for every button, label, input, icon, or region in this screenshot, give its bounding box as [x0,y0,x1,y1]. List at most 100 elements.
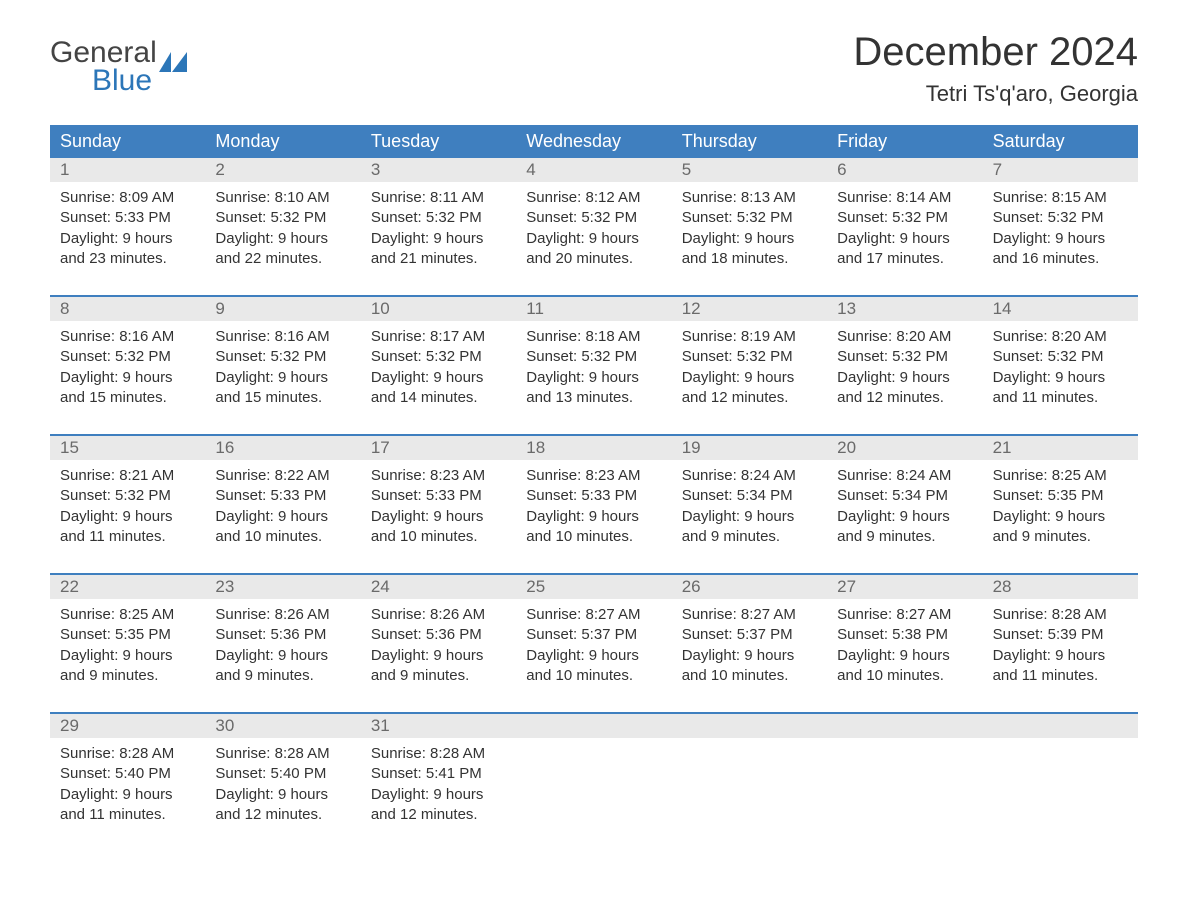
daylight-line-1: Daylight: 9 hours [993,646,1128,666]
daylight-line-2: and 9 minutes. [60,666,195,686]
sunset-text: Sunset: 5:32 PM [60,347,195,367]
day-number: 7 [983,158,1138,182]
sunset-text: Sunset: 5:40 PM [60,764,195,784]
sunset-text: Sunset: 5:32 PM [526,208,661,228]
daylight-line-2: and 9 minutes. [837,527,972,547]
day-details: Sunrise: 8:18 AMSunset: 5:32 PMDaylight:… [516,321,671,416]
sunset-text: Sunset: 5:32 PM [837,347,972,367]
daylight-line-1: Daylight: 9 hours [526,229,661,249]
weekday-header: Friday [827,125,982,158]
day-number: 9 [205,297,360,321]
sunset-text: Sunset: 5:32 PM [371,208,506,228]
sunrise-text: Sunrise: 8:27 AM [682,605,817,625]
sunrise-text: Sunrise: 8:27 AM [526,605,661,625]
day-number: 21 [983,436,1138,460]
sunset-text: Sunset: 5:36 PM [371,625,506,645]
sunrise-text: Sunrise: 8:18 AM [526,327,661,347]
daylight-line-2: and 12 minutes. [371,805,506,825]
daylight-line-1: Daylight: 9 hours [371,507,506,527]
sunrise-text: Sunrise: 8:28 AM [60,744,195,764]
day-details: Sunrise: 8:27 AMSunset: 5:37 PMDaylight:… [672,599,827,694]
sunrise-text: Sunrise: 8:28 AM [993,605,1128,625]
daylight-line-2: and 15 minutes. [60,388,195,408]
daylight-line-1: Daylight: 9 hours [371,646,506,666]
calendar-cell: 21Sunrise: 8:25 AMSunset: 5:35 PMDayligh… [983,436,1138,555]
sunrise-text: Sunrise: 8:20 AM [837,327,972,347]
daylight-line-2: and 9 minutes. [682,527,817,547]
calendar-cell: 10Sunrise: 8:17 AMSunset: 5:32 PMDayligh… [361,297,516,416]
daylight-line-1: Daylight: 9 hours [215,229,350,249]
calendar-cell: . [827,714,982,833]
daylight-line-2: and 12 minutes. [215,805,350,825]
calendar-cell: 22Sunrise: 8:25 AMSunset: 5:35 PMDayligh… [50,575,205,694]
sunset-text: Sunset: 5:33 PM [526,486,661,506]
day-details: Sunrise: 8:23 AMSunset: 5:33 PMDaylight:… [361,460,516,555]
day-details: Sunrise: 8:21 AMSunset: 5:32 PMDaylight:… [50,460,205,555]
daylight-line-1: Daylight: 9 hours [837,368,972,388]
daylight-line-2: and 11 minutes. [60,805,195,825]
calendar-cell: 29Sunrise: 8:28 AMSunset: 5:40 PMDayligh… [50,714,205,833]
calendar-cell: 25Sunrise: 8:27 AMSunset: 5:37 PMDayligh… [516,575,671,694]
sunrise-text: Sunrise: 8:12 AM [526,188,661,208]
weekday-header: Monday [205,125,360,158]
brand-word-2: Blue [50,66,187,96]
calendar-cell: 6Sunrise: 8:14 AMSunset: 5:32 PMDaylight… [827,158,982,277]
day-details: Sunrise: 8:19 AMSunset: 5:32 PMDaylight:… [672,321,827,416]
day-details: Sunrise: 8:22 AMSunset: 5:33 PMDaylight:… [205,460,360,555]
day-number: 8 [50,297,205,321]
calendar-cell: 19Sunrise: 8:24 AMSunset: 5:34 PMDayligh… [672,436,827,555]
day-number: 1 [50,158,205,182]
daylight-line-2: and 10 minutes. [526,666,661,686]
daylight-line-2: and 9 minutes. [371,666,506,686]
sunrise-text: Sunrise: 8:16 AM [60,327,195,347]
daylight-line-1: Daylight: 9 hours [215,368,350,388]
sunset-text: Sunset: 5:35 PM [60,625,195,645]
daylight-line-2: and 12 minutes. [682,388,817,408]
daylight-line-2: and 10 minutes. [526,527,661,547]
calendar-cell: 4Sunrise: 8:12 AMSunset: 5:32 PMDaylight… [516,158,671,277]
day-number: 18 [516,436,671,460]
daylight-line-1: Daylight: 9 hours [682,507,817,527]
calendar-cell: 24Sunrise: 8:26 AMSunset: 5:36 PMDayligh… [361,575,516,694]
month-title: December 2024 [853,30,1138,75]
daylight-line-1: Daylight: 9 hours [371,229,506,249]
daylight-line-1: Daylight: 9 hours [993,368,1128,388]
daylight-line-2: and 20 minutes. [526,249,661,269]
calendar-cell: 13Sunrise: 8:20 AMSunset: 5:32 PMDayligh… [827,297,982,416]
sunrise-text: Sunrise: 8:23 AM [526,466,661,486]
sunrise-text: Sunrise: 8:28 AM [215,744,350,764]
calendar-cell: 11Sunrise: 8:18 AMSunset: 5:32 PMDayligh… [516,297,671,416]
day-details: Sunrise: 8:27 AMSunset: 5:38 PMDaylight:… [827,599,982,694]
daylight-line-1: Daylight: 9 hours [526,507,661,527]
day-number: 10 [361,297,516,321]
day-details: Sunrise: 8:20 AMSunset: 5:32 PMDaylight:… [827,321,982,416]
daylight-line-2: and 9 minutes. [993,527,1128,547]
day-details: Sunrise: 8:16 AMSunset: 5:32 PMDaylight:… [50,321,205,416]
day-number: 16 [205,436,360,460]
sunrise-text: Sunrise: 8:09 AM [60,188,195,208]
calendar-cell: 5Sunrise: 8:13 AMSunset: 5:32 PMDaylight… [672,158,827,277]
daylight-line-2: and 11 minutes. [60,527,195,547]
daylight-line-1: Daylight: 9 hours [60,507,195,527]
sunset-text: Sunset: 5:32 PM [526,347,661,367]
calendar-cell: 12Sunrise: 8:19 AMSunset: 5:32 PMDayligh… [672,297,827,416]
daylight-line-1: Daylight: 9 hours [993,229,1128,249]
sunset-text: Sunset: 5:33 PM [215,486,350,506]
day-number: 20 [827,436,982,460]
day-number: 31 [361,714,516,738]
daylight-line-1: Daylight: 9 hours [60,368,195,388]
sunrise-text: Sunrise: 8:26 AM [215,605,350,625]
brand-flag-icon [159,48,187,68]
page-header: General Blue December 2024 Tetri Ts'q'ar… [50,30,1138,107]
sunset-text: Sunset: 5:32 PM [837,208,972,228]
sunset-text: Sunset: 5:32 PM [371,347,506,367]
calendar-cell: . [672,714,827,833]
day-number: 15 [50,436,205,460]
sunset-text: Sunset: 5:33 PM [60,208,195,228]
daylight-line-1: Daylight: 9 hours [837,507,972,527]
day-details: Sunrise: 8:28 AMSunset: 5:40 PMDaylight:… [205,738,360,833]
daylight-line-2: and 16 minutes. [993,249,1128,269]
daylight-line-1: Daylight: 9 hours [526,368,661,388]
day-details: Sunrise: 8:14 AMSunset: 5:32 PMDaylight:… [827,182,982,277]
daylight-line-1: Daylight: 9 hours [993,507,1128,527]
